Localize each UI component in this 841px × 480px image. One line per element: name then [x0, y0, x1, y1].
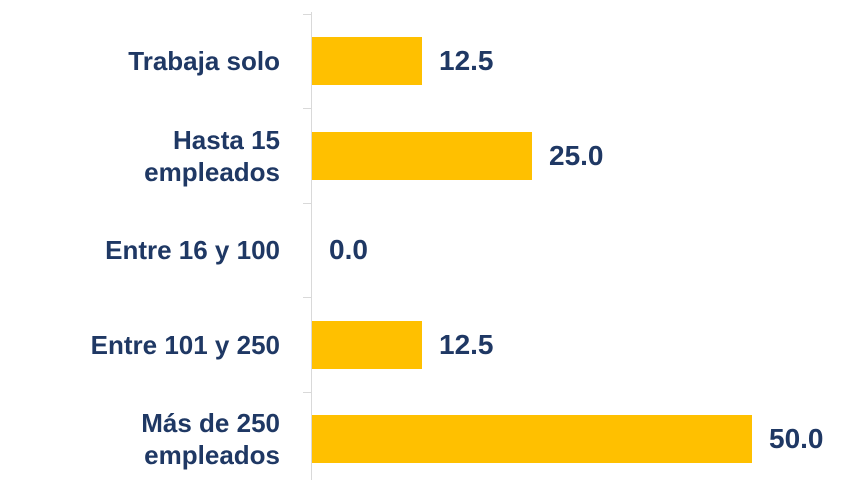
- bar: [312, 131, 532, 180]
- y-tick-label: Hasta 15 empleados: [144, 124, 280, 187]
- axis-tick: [303, 108, 311, 110]
- data-label: 12.5: [439, 45, 494, 76]
- bar: [312, 320, 422, 369]
- bar: [312, 37, 422, 85]
- axis-tick: [303, 297, 311, 299]
- y-tick-label: Entre 16 y 100: [105, 235, 280, 265]
- axis-tick: [303, 13, 311, 15]
- data-label: 0.0: [329, 234, 368, 265]
- y-tick-label: Trabaja solo: [128, 46, 280, 76]
- bar: [312, 415, 752, 463]
- data-label: 12.5: [439, 328, 494, 360]
- data-label: 50.0: [769, 423, 824, 454]
- y-tick-label: Entre 101 y 250: [90, 329, 280, 360]
- data-label: 25.0: [549, 139, 604, 171]
- axis-tick: [303, 391, 311, 393]
- y-tick-label: Más de 250 empleados: [141, 408, 280, 470]
- axis-tick: [303, 202, 311, 204]
- axis-line: [311, 12, 312, 480]
